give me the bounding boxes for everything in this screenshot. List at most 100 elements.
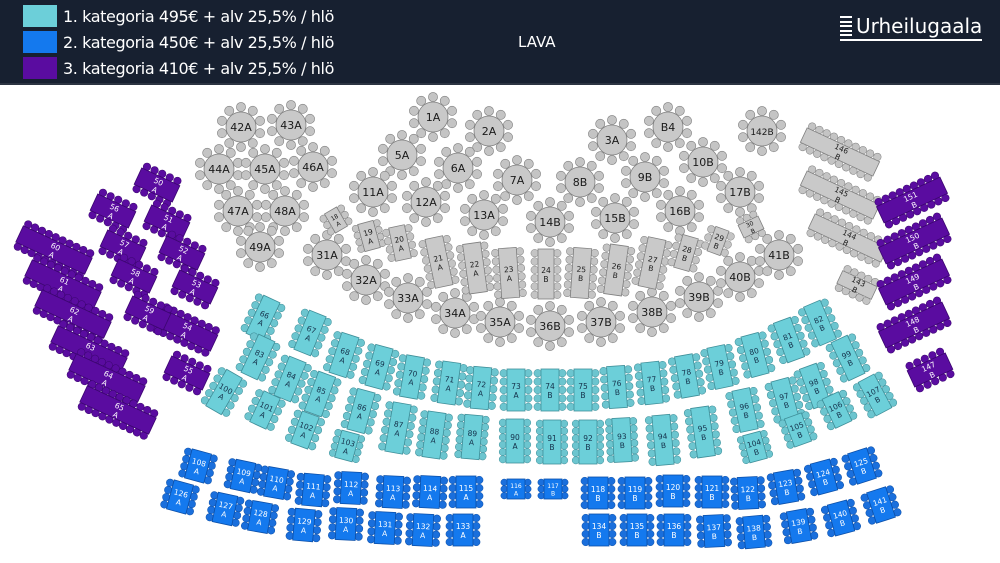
table-29B[interactable]: 29B bbox=[700, 224, 735, 258]
seat[interactable] bbox=[658, 323, 669, 334]
seat[interactable] bbox=[607, 484, 616, 494]
seat[interactable] bbox=[460, 203, 470, 214]
seat[interactable] bbox=[445, 529, 454, 539]
seat[interactable] bbox=[305, 126, 315, 137]
seat[interactable] bbox=[717, 150, 727, 161]
table-99B[interactable]: 99B bbox=[825, 332, 872, 384]
seat[interactable] bbox=[746, 170, 757, 181]
seat[interactable] bbox=[448, 499, 457, 509]
seat[interactable] bbox=[409, 105, 419, 116]
seat[interactable] bbox=[248, 147, 259, 158]
seat[interactable] bbox=[754, 180, 764, 191]
seat[interactable] bbox=[607, 500, 616, 510]
seat[interactable] bbox=[432, 180, 443, 191]
seat[interactable] bbox=[746, 255, 757, 266]
seat[interactable] bbox=[289, 155, 299, 166]
seat[interactable] bbox=[577, 310, 587, 321]
seat[interactable] bbox=[268, 189, 279, 200]
seat[interactable] bbox=[247, 138, 258, 149]
seat[interactable] bbox=[674, 138, 685, 149]
seat[interactable] bbox=[723, 203, 734, 214]
seat[interactable] bbox=[475, 475, 484, 485]
seat[interactable] bbox=[498, 440, 507, 449]
seat[interactable] bbox=[656, 521, 665, 531]
seat[interactable] bbox=[628, 155, 639, 166]
table-25B[interactable]: 25B bbox=[563, 247, 599, 299]
seat[interactable] bbox=[279, 170, 289, 181]
seat[interactable] bbox=[615, 310, 625, 321]
seat[interactable] bbox=[608, 529, 617, 539]
seat[interactable] bbox=[561, 492, 569, 500]
seat[interactable] bbox=[556, 170, 566, 181]
seat[interactable] bbox=[498, 203, 508, 214]
seat[interactable] bbox=[530, 282, 539, 291]
seat[interactable] bbox=[236, 235, 246, 246]
seat[interactable] bbox=[506, 333, 517, 344]
seat[interactable] bbox=[499, 394, 508, 403]
table-142B[interactable]: 142B bbox=[738, 106, 786, 156]
seat[interactable] bbox=[607, 333, 618, 344]
seat[interactable] bbox=[785, 266, 796, 277]
seat[interactable] bbox=[416, 156, 426, 167]
seat[interactable] bbox=[266, 225, 277, 236]
seat[interactable] bbox=[586, 160, 597, 171]
seat[interactable] bbox=[581, 513, 590, 523]
table-92B[interactable]: 92B bbox=[571, 419, 605, 465]
seat[interactable] bbox=[675, 285, 685, 296]
seat[interactable] bbox=[556, 200, 567, 211]
seat[interactable] bbox=[571, 419, 580, 428]
seat[interactable] bbox=[441, 179, 452, 190]
seat[interactable] bbox=[596, 456, 605, 465]
seat[interactable] bbox=[403, 273, 413, 283]
seat[interactable] bbox=[484, 106, 494, 116]
seat[interactable] bbox=[785, 233, 796, 244]
seat[interactable] bbox=[588, 141, 598, 152]
seat[interactable] bbox=[533, 369, 542, 378]
seat[interactable] bbox=[533, 385, 542, 395]
seat[interactable] bbox=[342, 281, 352, 292]
table-11A[interactable]: 11A bbox=[349, 167, 397, 217]
table-79B[interactable]: 79B bbox=[700, 343, 740, 391]
seat[interactable] bbox=[762, 233, 773, 244]
seat[interactable] bbox=[224, 138, 235, 149]
seat[interactable] bbox=[619, 537, 628, 547]
seat[interactable] bbox=[531, 181, 541, 192]
seat[interactable] bbox=[475, 483, 484, 493]
seat[interactable] bbox=[595, 151, 606, 162]
seat[interactable] bbox=[225, 180, 236, 191]
seat[interactable] bbox=[596, 337, 606, 347]
seat[interactable] bbox=[341, 243, 351, 254]
seat[interactable] bbox=[421, 177, 431, 187]
seat[interactable] bbox=[361, 295, 371, 305]
seat[interactable] bbox=[500, 191, 511, 202]
seat[interactable] bbox=[635, 323, 646, 334]
seat[interactable] bbox=[271, 147, 282, 158]
seat[interactable] bbox=[224, 105, 235, 116]
seat[interactable] bbox=[754, 278, 764, 289]
seat[interactable] bbox=[472, 521, 481, 531]
seat[interactable] bbox=[391, 309, 402, 320]
table-56A[interactable]: 56A bbox=[87, 188, 139, 235]
seat[interactable] bbox=[553, 257, 562, 266]
seat[interactable] bbox=[755, 243, 765, 254]
table-84A[interactable]: 84A bbox=[267, 353, 313, 404]
seat[interactable] bbox=[716, 180, 726, 191]
seat[interactable] bbox=[629, 206, 639, 217]
table-97B[interactable]: 97B bbox=[764, 376, 806, 425]
seat[interactable] bbox=[533, 402, 542, 411]
seat[interactable] bbox=[414, 276, 425, 287]
seat[interactable] bbox=[566, 385, 575, 395]
seat[interactable] bbox=[445, 537, 454, 547]
seat[interactable] bbox=[349, 193, 359, 204]
seat[interactable] bbox=[280, 186, 290, 196]
table-22A[interactable]: 22A bbox=[455, 241, 495, 295]
seat[interactable] bbox=[556, 304, 567, 315]
seat[interactable] bbox=[679, 163, 689, 174]
